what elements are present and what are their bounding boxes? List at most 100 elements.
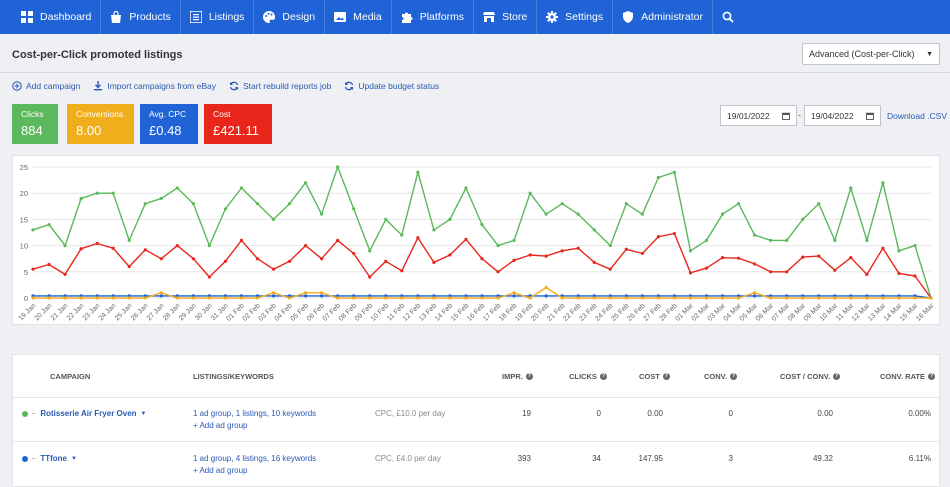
data-point xyxy=(384,217,388,221)
data-point xyxy=(897,271,901,275)
data-point xyxy=(849,256,853,260)
chevron-down-icon[interactable]: – xyxy=(32,410,36,417)
update-budget-link[interactable]: Update budget status xyxy=(344,81,439,91)
col-cost[interactable]: COST? xyxy=(639,372,670,381)
download-csv-link[interactable]: Download .CSV xyxy=(887,111,948,121)
data-point xyxy=(191,296,195,300)
nav-dashboard[interactable]: Dashboard xyxy=(12,0,102,34)
nav-design[interactable]: Design xyxy=(254,0,326,34)
data-point xyxy=(336,296,340,300)
nav-platforms[interactable]: Platforms xyxy=(392,0,475,34)
data-point xyxy=(769,270,773,274)
data-point xyxy=(720,212,725,216)
data-point xyxy=(207,275,211,279)
nav-listings[interactable]: Listings xyxy=(181,0,255,34)
mode-select[interactable]: Advanced (Cost-per-Click) ▼ xyxy=(802,43,940,65)
kpi-conversions[interactable]: Conversions 8.00 xyxy=(67,104,134,144)
search-icon xyxy=(722,11,734,23)
data-point xyxy=(913,244,917,248)
col-campaign[interactable]: CAMPAIGN xyxy=(50,372,90,381)
campaign-name[interactable]: Rotisserie Air Fryer Oven xyxy=(40,409,137,418)
nav-products[interactable]: Products xyxy=(101,0,181,34)
data-point xyxy=(833,268,837,272)
kpi-clicks-value: 884 xyxy=(21,123,43,138)
data-point xyxy=(304,244,308,248)
campaign-name[interactable]: TTfone xyxy=(40,454,68,463)
data-point xyxy=(111,246,115,250)
y-tick-label: 25 xyxy=(20,163,28,172)
image-icon xyxy=(334,12,347,22)
bag-icon xyxy=(111,11,122,23)
data-point xyxy=(640,296,644,300)
data-point xyxy=(416,236,420,240)
col-impr[interactable]: IMPR.? xyxy=(502,372,533,381)
cost-conv-value: 49.32 xyxy=(812,454,833,463)
kpi-avg-cpc[interactable]: Avg. CPC £0.48 xyxy=(140,104,198,144)
nav-search[interactable] xyxy=(713,0,743,34)
data-point xyxy=(159,257,163,261)
series-line xyxy=(32,232,932,299)
table-row-campaign[interactable]: – TTfone ▼ xyxy=(22,454,77,463)
data-point xyxy=(111,191,115,195)
data-point xyxy=(528,296,532,300)
col-cost-conv[interactable]: COST / CONV.? xyxy=(780,372,841,381)
data-point xyxy=(368,296,372,300)
listings-summary-link[interactable]: 1 ad group, 4 listings, 16 keywords xyxy=(193,454,317,463)
col-conv[interactable]: CONV.? xyxy=(704,372,738,381)
col-cost-label: COST xyxy=(639,372,660,381)
kpi-clicks[interactable]: Clicks 884 xyxy=(12,104,58,144)
data-point xyxy=(336,165,340,169)
col-conv-rate[interactable]: CONV. RATE? xyxy=(880,372,936,381)
data-point xyxy=(127,264,131,269)
nav-store[interactable]: Store xyxy=(474,0,538,34)
date-to-input[interactable]: 19/04/2022 xyxy=(804,105,881,126)
help-icon[interactable]: ? xyxy=(599,373,607,380)
data-point xyxy=(544,294,548,298)
data-point xyxy=(368,249,372,253)
nav-administrator[interactable]: Administrator xyxy=(613,0,713,34)
data-point xyxy=(175,186,179,190)
data-point xyxy=(512,258,516,262)
caret-down-icon[interactable]: ▼ xyxy=(71,455,77,462)
caret-down-icon[interactable]: ▼ xyxy=(140,410,147,417)
data-point xyxy=(368,275,372,279)
col-listings[interactable]: LISTINGS/KEYWORDS xyxy=(193,372,274,381)
kpi-cost[interactable]: Cost £421.11 xyxy=(204,104,272,144)
kpi-avg-cpc-label: Avg. CPC xyxy=(149,109,187,119)
nav-settings[interactable]: Settings xyxy=(537,0,614,34)
help-icon[interactable]: ? xyxy=(662,373,670,380)
data-point xyxy=(223,259,228,263)
data-point xyxy=(881,181,885,185)
col-clicks[interactable]: CLICKS? xyxy=(569,372,607,381)
help-icon[interactable]: ? xyxy=(928,373,936,380)
add-ad-group-link[interactable]: + Add ad group xyxy=(193,421,248,430)
data-point xyxy=(223,207,228,211)
data-point xyxy=(287,259,292,263)
clicks-value: 0 xyxy=(596,409,601,418)
chevron-down-icon[interactable]: – xyxy=(32,455,36,462)
nav-media[interactable]: Media xyxy=(325,0,392,34)
data-point xyxy=(608,267,612,271)
y-tick-label: 5 xyxy=(24,268,28,277)
add-ad-group-link[interactable]: + Add ad group xyxy=(193,466,248,475)
data-point xyxy=(352,207,356,211)
budget-text: CPC, £4.0 per day xyxy=(375,454,441,463)
help-icon[interactable]: ? xyxy=(833,373,841,380)
help-icon[interactable]: ? xyxy=(525,373,533,380)
import-campaigns-link[interactable]: Import campaigns from eBay xyxy=(93,81,216,91)
data-point xyxy=(95,296,99,300)
table-row-campaign[interactable]: – Rotisserie Air Fryer Oven ▼ xyxy=(22,409,146,418)
data-point xyxy=(111,296,115,300)
rebuild-reports-link[interactable]: Start rebuild reports job xyxy=(229,81,331,91)
listings-summary-link[interactable]: 1 ad group, 1 listings, 10 keywords xyxy=(193,409,317,418)
data-point xyxy=(384,259,388,263)
data-point xyxy=(704,266,709,270)
data-point xyxy=(496,296,500,300)
performance-chart: 0 5 10 15 20 25 19 Jan 20 Jan 21 Jan 22 Jan 23 Jan… xyxy=(12,155,940,325)
data-point xyxy=(720,256,725,260)
date-from-input[interactable]: 19/01/2022 xyxy=(720,105,797,126)
add-campaign-link[interactable]: Add campaign xyxy=(12,81,80,91)
help-icon[interactable]: ? xyxy=(730,373,738,380)
col-conv-label: CONV. xyxy=(704,372,728,381)
data-point xyxy=(528,253,532,257)
